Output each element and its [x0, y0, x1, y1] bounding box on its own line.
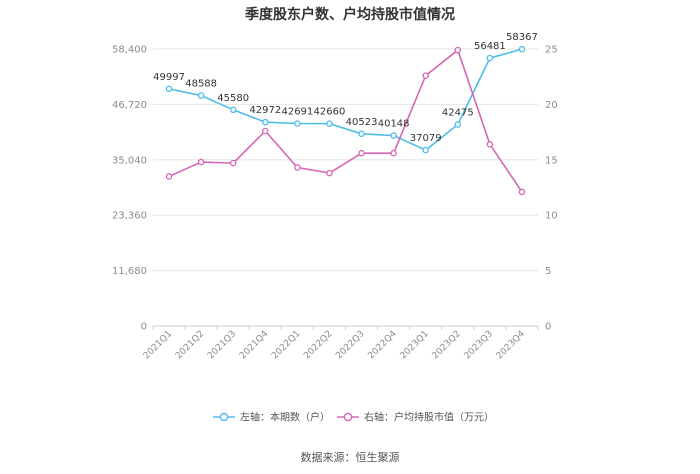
series-point-2: [229, 159, 237, 167]
legend-label: 右轴：户均持股市值（万元）: [364, 411, 494, 424]
y-right-tick-label: 15: [545, 155, 558, 166]
legend-item-2: 右轴：户均持股市值（万元）: [337, 411, 494, 424]
x-tick-label: 2022Q4: [366, 329, 399, 362]
data-label: 56481: [474, 41, 506, 52]
data-label: 42660: [314, 107, 346, 118]
series-point-1: [229, 106, 237, 114]
x-tick-label: 2021Q1: [142, 329, 174, 361]
grid-lines: [153, 48, 538, 327]
series-point-2: [422, 72, 429, 79]
data-label: 49997: [153, 72, 185, 83]
series-layer: [165, 45, 526, 196]
y-right-tick-label: 25: [545, 45, 558, 56]
series-point-1: [454, 121, 462, 128]
series-point-1: [294, 120, 301, 127]
legend-item-1: 左轴：本期数（户）: [213, 411, 330, 424]
series-point-1: [262, 118, 269, 126]
series-point-2: [294, 164, 301, 171]
series-point-2: [165, 173, 173, 180]
y-left-tick-label: 35,040: [112, 155, 147, 166]
data-label: 40148: [378, 119, 410, 130]
data-label: 45580: [217, 93, 249, 104]
y-right-tick-label: 20: [545, 100, 558, 111]
series-point-2: [518, 188, 526, 196]
series-point-2: [326, 169, 333, 177]
data-label: 42691: [281, 107, 313, 118]
x-tick-label: 2023Q1: [399, 329, 431, 361]
series-point-2: [486, 141, 494, 148]
source-note: 数据来源：恒生聚源: [301, 450, 400, 464]
y-right-tick-label: 10: [545, 211, 558, 222]
y-left-tick-label: 0: [141, 322, 147, 333]
x-tick-label: 2023Q3: [463, 329, 495, 361]
x-tick-label: 2022Q3: [334, 329, 366, 361]
x-tick-label: 2021Q3: [206, 329, 238, 361]
x-tick-label: 2023Q2: [431, 329, 463, 361]
x-tick-label: 2021Q4: [238, 329, 271, 362]
y-left-tick-label: 11,680: [112, 266, 147, 277]
series-point-1: [518, 45, 526, 53]
x-tick-label: 2023Q4: [495, 329, 528, 362]
series-line-1: [168, 48, 523, 152]
series-point-1: [165, 85, 173, 93]
legend-label: 左轴：本期数（户）: [240, 411, 330, 424]
series-line-2: [168, 48, 523, 193]
series-point-2: [262, 127, 269, 135]
series-point-2: [454, 46, 462, 54]
x-tick-label: 2022Q1: [270, 329, 302, 361]
series-point-2: [197, 158, 205, 166]
legend: 左轴：本期数（户） 右轴：户均持股市值（万元）: [213, 411, 494, 424]
series-point-1: [358, 130, 365, 138]
y-axis-right: 0 5 10 15 20 25: [545, 45, 558, 333]
series-point-1: [422, 146, 429, 154]
data-label: 58367: [506, 32, 538, 43]
series-point-1: [486, 54, 494, 62]
series-point-2: [358, 149, 365, 157]
legend-marker: [219, 412, 229, 422]
series-point-1: [390, 132, 397, 139]
y-left-tick-label: 58,400: [112, 45, 147, 56]
series-point-1: [326, 120, 333, 127]
y-left-tick-label: 23,360: [112, 211, 147, 222]
y-right-tick-label: 5: [545, 266, 551, 277]
data-label: 48588: [185, 79, 217, 90]
x-tick-label: 2021Q2: [174, 329, 206, 361]
series-point-1: [197, 92, 205, 99]
legend-marker: [343, 412, 353, 422]
x-tick-label: 2022Q2: [302, 329, 334, 361]
data-label: 37079: [410, 133, 442, 144]
chart-title: 季度股东户数、户均持股市值情况: [244, 6, 455, 23]
x-axis: 2021Q1 2021Q2 2021Q3 2021Q4 2022Q1 2022Q2 2022…: [142, 326, 539, 362]
data-label: 42972: [249, 105, 281, 116]
y-left-tick-label: 46,720: [112, 100, 147, 111]
y-right-tick-label: 0: [545, 322, 551, 333]
y-axis-left: 0 11,680 23,360 35,040 46,720 58,400: [112, 45, 147, 333]
data-label: 42475: [442, 108, 474, 119]
data-label: 40523: [346, 117, 378, 128]
series-point-2: [390, 149, 397, 157]
